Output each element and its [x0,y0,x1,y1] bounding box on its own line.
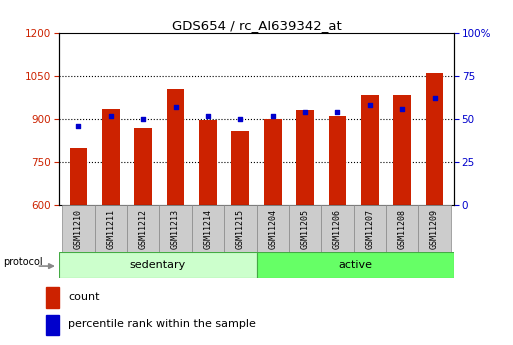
Point [301,109,309,115]
Bar [127,205,160,252]
Text: count: count [68,292,100,302]
Bar [46,315,59,335]
Point [269,113,277,118]
Bar [160,205,192,252]
Bar [199,120,217,205]
Text: GSM11212: GSM11212 [139,209,148,249]
Text: protocol: protocol [3,257,43,267]
Bar [62,205,94,252]
Text: GSM11205: GSM11205 [301,209,309,249]
Text: percentile rank within the sample: percentile rank within the sample [68,319,256,329]
Bar [289,205,321,252]
Text: GSM11207: GSM11207 [365,209,374,249]
Point [366,102,374,108]
Bar [426,73,443,205]
Text: GSM11214: GSM11214 [204,209,212,249]
Bar [192,205,224,252]
Bar [386,205,419,252]
Point [74,123,83,129]
Bar [296,110,314,205]
Point [398,106,406,111]
Bar [328,116,346,205]
Title: GDS654 / rc_AI639342_at: GDS654 / rc_AI639342_at [172,19,341,32]
Bar [256,205,289,252]
Point [430,96,439,101]
Point [333,109,342,115]
Bar [256,252,454,278]
Bar [70,148,87,205]
Text: GSM11208: GSM11208 [398,209,407,249]
Bar [321,205,353,252]
Bar [224,205,256,252]
Text: GSM11206: GSM11206 [333,209,342,249]
Text: active: active [338,260,372,270]
Point [171,104,180,110]
Bar [393,95,411,205]
Bar [46,287,59,308]
Text: GSM11215: GSM11215 [236,209,245,249]
Bar [353,205,386,252]
Bar [264,119,282,205]
Text: GSM11211: GSM11211 [106,209,115,249]
Point [204,113,212,118]
Text: GSM11213: GSM11213 [171,209,180,249]
Bar [94,205,127,252]
Point [139,116,147,122]
Text: GSM11204: GSM11204 [268,209,277,249]
Bar [361,95,379,205]
Bar [102,109,120,205]
Point [236,116,244,122]
Text: GSM11209: GSM11209 [430,209,439,249]
Bar [231,131,249,205]
Bar [167,89,185,205]
Text: sedentary: sedentary [130,260,186,270]
Bar [419,205,451,252]
Text: GSM11210: GSM11210 [74,209,83,249]
Bar [59,252,256,278]
Bar [134,128,152,205]
Point [107,113,115,118]
